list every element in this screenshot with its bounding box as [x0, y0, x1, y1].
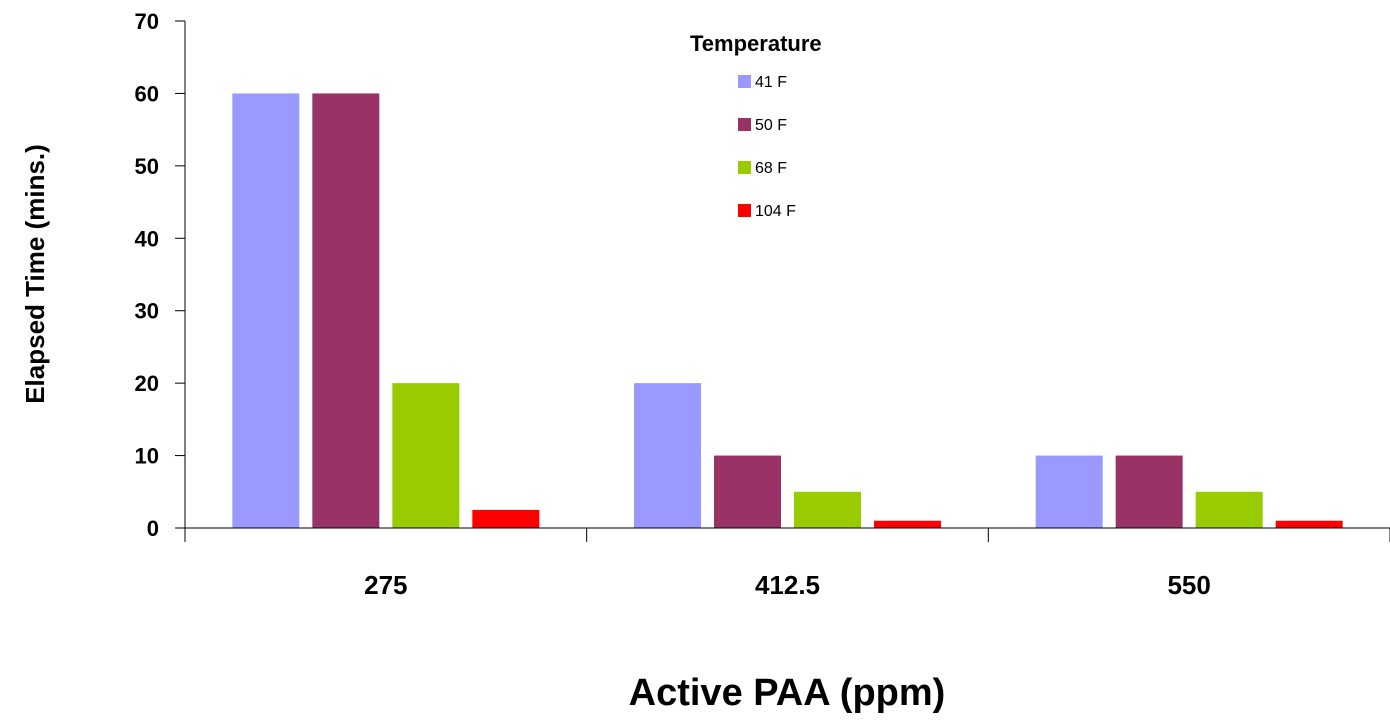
legend-label: 50 F: [755, 117, 787, 134]
bar: [392, 383, 460, 528]
bar: [634, 383, 701, 528]
legend: Temperature 41 F 50 F 68 F 104 F: [690, 31, 822, 220]
y-tick-label: 0: [147, 516, 159, 541]
legend-label: 104 F: [755, 203, 796, 220]
bar: [1115, 455, 1183, 528]
legend-label: 41 F: [755, 74, 787, 91]
legend-swatch: [738, 118, 751, 131]
bar: [1195, 491, 1263, 528]
x-tick-label: 275: [364, 570, 407, 600]
y-tick-label: 30: [135, 299, 159, 324]
y-tick-label: 50: [135, 154, 159, 179]
x-tick-label: 550: [1167, 570, 1210, 600]
y-axis-title: Elapsed Time (mins.): [20, 144, 50, 404]
y-tick-label: 40: [135, 226, 159, 251]
legend-swatch: [738, 204, 751, 217]
x-axis-title: Active PAA (ppm): [629, 672, 946, 714]
y-ticks-group: 0 10 20 30 40 50 60 70: [135, 9, 185, 541]
bar: [874, 520, 941, 528]
bar: [1275, 520, 1343, 528]
bar: [472, 509, 540, 528]
x-tick-label: 412.5: [755, 570, 820, 600]
bar: [714, 455, 781, 528]
legend-swatch: [738, 75, 751, 88]
legend-label: 68 F: [755, 160, 787, 177]
x-ticks-group: 275 412.5 550: [184, 528, 1390, 600]
y-tick-label: 60: [135, 81, 159, 106]
axes-group: [184, 21, 1390, 529]
bar: [794, 491, 861, 528]
y-tick-label: 10: [135, 444, 159, 469]
bar: [232, 93, 300, 528]
bar: [1035, 455, 1103, 528]
y-tick-label: 20: [135, 371, 159, 396]
bars-group: [232, 93, 1343, 528]
y-tick-label: 70: [135, 9, 159, 34]
legend-title: Temperature: [690, 31, 822, 56]
legend-swatch: [738, 161, 751, 174]
bar: [312, 93, 380, 528]
